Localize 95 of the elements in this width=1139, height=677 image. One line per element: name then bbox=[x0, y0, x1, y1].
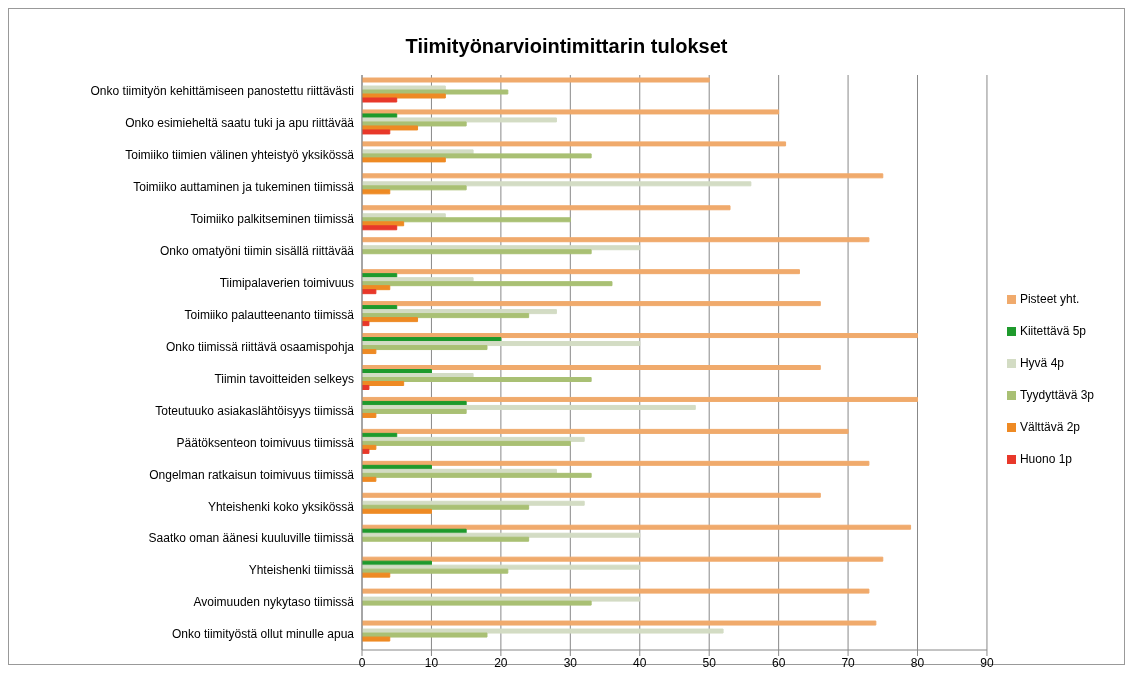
y-tick-label: Onko tiimityön kehittämiseen panostettu riittävästi bbox=[90, 84, 354, 99]
bar bbox=[362, 141, 787, 147]
bar bbox=[362, 225, 398, 231]
y-tick-label: Onko esimieheltä saatu tuki ja apu riittävää bbox=[125, 116, 355, 131]
bar bbox=[362, 396, 919, 402]
chart-title: Tiimityönarviointimittarin tulokset bbox=[404, 34, 729, 59]
bar bbox=[362, 181, 752, 187]
bar bbox=[362, 476, 377, 482]
bar bbox=[362, 428, 849, 434]
x-tick-label: 20 bbox=[494, 655, 508, 670]
bar bbox=[362, 89, 509, 95]
legend-label: Pisteet yht. bbox=[1019, 291, 1080, 306]
bar bbox=[362, 117, 557, 123]
bar bbox=[362, 301, 821, 307]
legend-label: Välttävä 2p bbox=[1019, 419, 1080, 434]
bar bbox=[362, 269, 800, 275]
bar bbox=[362, 249, 592, 255]
bar bbox=[362, 313, 530, 319]
bar bbox=[362, 341, 641, 347]
bar bbox=[362, 129, 391, 135]
bar bbox=[362, 121, 467, 127]
bar bbox=[362, 349, 377, 355]
bar bbox=[362, 588, 870, 594]
x-tick-label: 80 bbox=[910, 655, 925, 670]
x-tick-label: 10 bbox=[424, 655, 439, 670]
bar bbox=[362, 440, 571, 446]
bar bbox=[362, 185, 467, 191]
bar bbox=[362, 412, 377, 418]
legend-label: Hyvä 4p bbox=[1019, 355, 1064, 370]
bar bbox=[362, 381, 405, 386]
bar bbox=[362, 632, 488, 638]
legend-label: Kiitettävä 5p bbox=[1019, 323, 1086, 338]
bar bbox=[362, 536, 530, 542]
bar bbox=[362, 404, 696, 410]
y-tick-label: Toimiiko auttaminen ja tukeminen tiimissä bbox=[133, 180, 355, 195]
bar bbox=[362, 408, 467, 414]
y-tick-label: Onko omatyöni tiimin sisällä riittävää bbox=[159, 243, 355, 258]
bar bbox=[362, 636, 391, 642]
y-tick-label: Yhteishenki tiimissä bbox=[248, 563, 355, 578]
x-tick-label: 90 bbox=[980, 655, 994, 670]
y-tick-label: Toimiiko tiimien välinen yhteistyö yksikössä bbox=[125, 148, 355, 163]
bar bbox=[362, 237, 870, 243]
bar bbox=[362, 365, 821, 370]
legend-label: Tyydyttävä 3p bbox=[1019, 387, 1094, 402]
bar bbox=[362, 189, 391, 195]
y-tick-label: Avoimuuden nykytaso tiimissä bbox=[193, 595, 355, 610]
y-tick-label: Toteutuuko asiakaslähtöisyys tiimissä bbox=[155, 403, 355, 418]
y-tick-label: Päätöksenteon toimivuus tiimissä bbox=[176, 435, 355, 450]
y-tick-label: Ongelman ratkaisun toimivuus tiimissä bbox=[149, 467, 355, 482]
bar bbox=[362, 109, 780, 115]
bar bbox=[362, 289, 377, 295]
y-tick-label: Toimiiko palautteenanto tiimissä bbox=[184, 307, 355, 322]
y-tick-label: Onko tiimissä riittävä osaamispohja bbox=[165, 339, 355, 354]
bar bbox=[362, 173, 884, 179]
bar bbox=[362, 321, 370, 327]
bar bbox=[362, 492, 821, 498]
bar bbox=[362, 205, 731, 211]
x-tick-label: 50 bbox=[702, 655, 717, 670]
bar bbox=[362, 628, 724, 634]
bar bbox=[362, 217, 571, 223]
bar bbox=[362, 620, 877, 626]
bar bbox=[362, 93, 446, 99]
bar bbox=[362, 568, 509, 574]
y-tick-label: Yhteishenki koko yksikössä bbox=[207, 499, 355, 514]
legend-label: Huono 1p bbox=[1019, 451, 1072, 466]
bar bbox=[362, 157, 446, 163]
bar bbox=[362, 472, 592, 478]
y-tick-label: Saatko oman äänesi kuuluville tiimissä bbox=[148, 531, 355, 546]
x-tick-label: 40 bbox=[633, 655, 647, 670]
x-tick-label: 60 bbox=[771, 655, 786, 670]
bar bbox=[362, 281, 613, 287]
bar bbox=[362, 460, 870, 466]
bar bbox=[362, 385, 370, 390]
bar bbox=[362, 556, 884, 562]
bar bbox=[362, 377, 592, 382]
bar bbox=[362, 572, 391, 578]
y-tick-label: Onko tiimityöstä ollut minulle apua bbox=[171, 627, 355, 642]
x-tick-label: 0 bbox=[358, 655, 366, 670]
bar bbox=[362, 97, 398, 103]
bar bbox=[362, 77, 710, 83]
bar bbox=[362, 333, 919, 339]
y-tick-label: Tiimin tavoitteiden selkeys bbox=[214, 371, 354, 386]
y-tick-label: Tiimipalaverien toimivuus bbox=[219, 275, 354, 290]
y-tick-label: Toimiiko palkitseminen tiimissä bbox=[190, 212, 355, 227]
bar bbox=[362, 153, 592, 159]
x-tick-label: 30 bbox=[563, 655, 578, 670]
bar bbox=[362, 317, 419, 323]
bar bbox=[362, 524, 912, 530]
bar bbox=[362, 448, 370, 454]
bar bbox=[362, 504, 530, 510]
x-tick-label: 70 bbox=[841, 655, 856, 670]
bar bbox=[362, 600, 592, 606]
bar bbox=[362, 508, 432, 514]
bar bbox=[362, 125, 419, 131]
bar bbox=[362, 345, 488, 351]
